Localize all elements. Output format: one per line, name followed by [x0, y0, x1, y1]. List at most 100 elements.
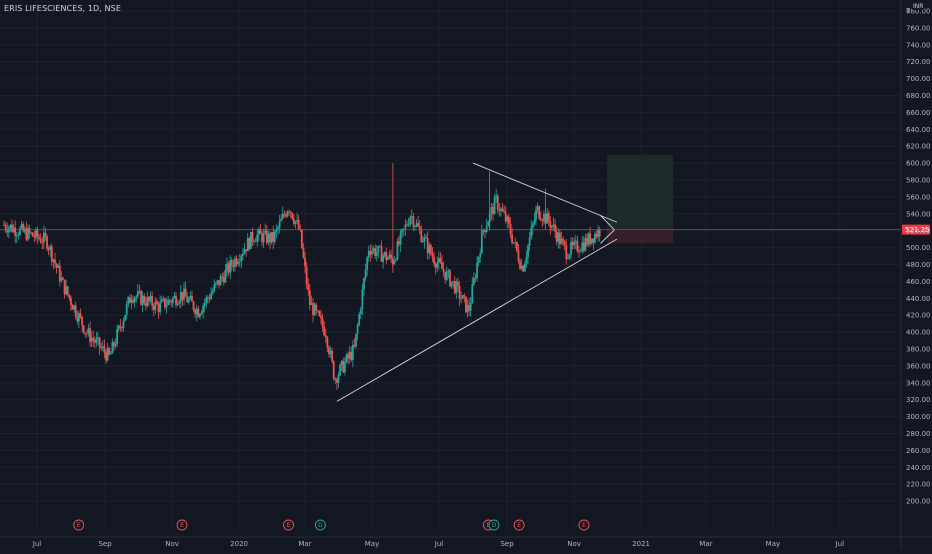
candle-body	[191, 295, 193, 302]
candle-body	[492, 207, 494, 215]
candle-body	[132, 299, 134, 302]
price-tick-label: 720.00	[906, 58, 931, 66]
time-tick-label: Nov	[165, 540, 179, 548]
earnings-marker[interactable]: E	[176, 519, 188, 531]
candle-body	[262, 233, 265, 243]
candle-body	[46, 236, 48, 249]
earnings-marker[interactable]: E	[578, 519, 590, 531]
symbol-title[interactable]: ERIS LIFESCIENCES, 1D, NSE	[4, 4, 121, 13]
candle-body	[275, 228, 278, 232]
candle-body	[313, 304, 316, 316]
time-axis: Jul Sep Nov 2020 Mar May Jul Sep Nov 2021 Mar May Ju…	[0, 536, 932, 548]
candle-body	[130, 299, 133, 303]
earnings-marker[interactable]: E	[73, 519, 85, 531]
target-zone	[607, 154, 674, 230]
price-tick-label: 620.00	[906, 143, 931, 151]
candle-body	[597, 229, 599, 237]
candle-body	[87, 328, 90, 334]
candle-body	[73, 305, 76, 310]
candle-body	[116, 329, 119, 345]
currency-label[interactable]: INR	[912, 3, 925, 10]
dividend-marker[interactable]: D	[488, 519, 500, 531]
candle-body	[109, 353, 112, 355]
candle-body	[402, 228, 405, 230]
candle-body	[70, 297, 72, 305]
candle-body	[164, 298, 166, 308]
candle-body	[581, 242, 584, 251]
candle-body	[210, 293, 212, 300]
candle-body	[285, 214, 287, 217]
candle-body	[436, 262, 439, 268]
candle-body	[159, 302, 162, 313]
candle-body	[340, 360, 343, 365]
candle-body	[234, 258, 236, 267]
candle-body	[42, 232, 45, 243]
candle-body	[374, 248, 377, 256]
candle-body	[522, 265, 525, 272]
candle-body	[501, 208, 504, 212]
candle-body	[431, 253, 434, 258]
candle-body	[466, 304, 469, 313]
candle-body	[288, 211, 291, 213]
last-price-label: 521.25	[905, 226, 930, 234]
earnings-marker[interactable]: E	[283, 519, 294, 531]
candle-body	[105, 352, 107, 361]
candle-body	[520, 265, 523, 269]
candle-body	[305, 266, 308, 285]
candle-body	[203, 302, 206, 306]
candle-body	[417, 223, 420, 227]
time-tick-label: May	[766, 540, 780, 548]
price-tick-label: 740.00	[906, 41, 931, 49]
candle-body	[60, 277, 63, 282]
earnings-marker[interactable]: E	[513, 519, 525, 531]
candle-body	[238, 261, 241, 263]
candle-body	[197, 308, 200, 318]
price-tick-label: 400.00	[906, 329, 931, 337]
candle-body	[310, 303, 313, 305]
candle-body	[543, 214, 545, 221]
candle-body	[382, 255, 384, 262]
candle-body	[320, 315, 322, 319]
candle-body	[388, 254, 391, 258]
candle-body	[348, 352, 351, 359]
candle-body	[202, 305, 205, 313]
candle-body	[6, 229, 9, 233]
candle-body	[286, 211, 289, 217]
candle-body	[254, 241, 257, 243]
candle-body	[351, 344, 354, 360]
candle-body	[366, 257, 369, 270]
event-label: E	[517, 522, 521, 529]
event-circle	[578, 519, 590, 531]
candle-body	[208, 298, 211, 300]
candle-body	[527, 245, 529, 258]
candle-body	[186, 296, 189, 303]
candle-body	[356, 325, 359, 334]
candle-body	[308, 290, 311, 305]
candle-body	[579, 250, 582, 252]
candle-body	[484, 230, 486, 233]
candle-body	[355, 333, 357, 347]
candle-body	[227, 263, 230, 273]
candle-body	[562, 238, 564, 242]
price-tick-label: 680.00	[906, 92, 931, 100]
candle-body	[598, 229, 601, 237]
candle-body	[458, 285, 461, 299]
candle-body	[508, 216, 510, 224]
candle-body	[578, 251, 580, 253]
candle-body	[294, 221, 297, 224]
candle-body	[246, 237, 249, 252]
dividend-marker[interactable]: D	[314, 519, 326, 531]
candle-body	[293, 219, 295, 224]
candle-body	[361, 289, 364, 310]
candle-body	[230, 260, 233, 266]
candle-body	[445, 271, 448, 280]
candle-body	[592, 238, 595, 243]
price-tick-label: 260.00	[906, 447, 931, 455]
candle-body	[195, 308, 198, 315]
candle-body	[551, 226, 553, 228]
candle-body	[523, 263, 526, 272]
candle-body	[31, 232, 34, 237]
